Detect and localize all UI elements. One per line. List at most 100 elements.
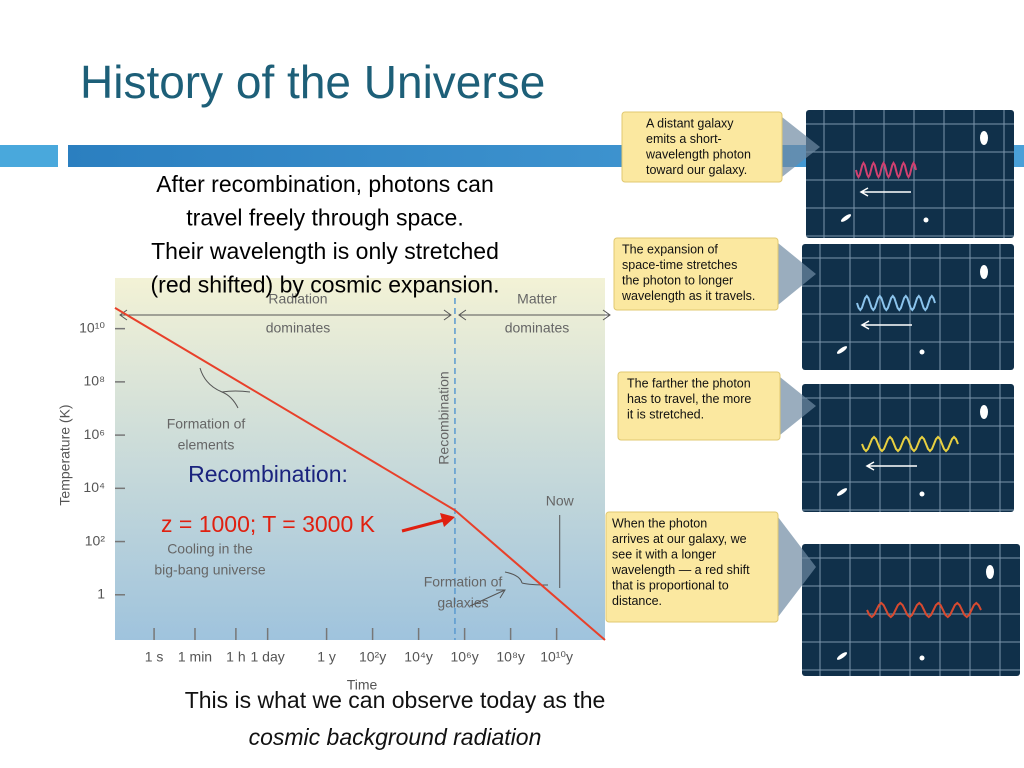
x-tick-label: 1 y xyxy=(317,649,336,665)
photon-arrow xyxy=(860,320,912,330)
marker-label: Recombination xyxy=(436,371,452,464)
era-label: dominates xyxy=(266,320,331,336)
chart: 10¹⁰ 10⁸ 10⁶ 10⁴ 10² 1 1 s 1 min 1 h 1 day 1 y 10²y… xyxy=(57,291,611,693)
era-label: Matter xyxy=(517,291,557,307)
text-box xyxy=(621,111,783,183)
text-box xyxy=(605,511,779,623)
slide-title: History of the Universe xyxy=(80,56,545,108)
galaxy xyxy=(836,346,848,354)
marker-label: Now xyxy=(546,493,575,509)
intro-text: After recombination, photons can xyxy=(156,171,494,197)
galaxy xyxy=(919,349,925,355)
x-tick-label: 10⁸y xyxy=(496,649,524,665)
annotation: Formation of xyxy=(167,416,246,432)
x-tick-label: 1 day xyxy=(251,649,285,665)
galaxy xyxy=(840,214,852,222)
panel-text: toward our galaxy. xyxy=(646,163,747,177)
panel-text: that is proportional to xyxy=(612,578,729,592)
panel-text: it is stretched. xyxy=(627,407,704,421)
panel-text: the photon to longer xyxy=(622,273,733,287)
x-tick-label: 10¹⁰y xyxy=(540,649,573,665)
brace xyxy=(504,571,549,586)
era-arrow xyxy=(119,309,452,321)
panel-text: has to travel, the more xyxy=(627,392,751,406)
recomb-arrow xyxy=(401,518,445,533)
text-box xyxy=(613,237,779,311)
galaxy xyxy=(919,655,925,661)
text-box xyxy=(617,371,781,441)
annotation-arrow xyxy=(469,589,506,607)
galaxy xyxy=(919,491,925,497)
galaxy-image xyxy=(802,384,1014,512)
photon-wave xyxy=(861,435,959,453)
annotation: galaxies xyxy=(437,595,488,611)
photon-wave xyxy=(856,294,936,312)
galaxy-image xyxy=(802,544,1020,676)
y-tick-label: 10⁴ xyxy=(83,479,105,495)
panel-text: wavelength as it travels. xyxy=(621,289,755,303)
photon-arrow xyxy=(859,187,911,197)
panel-text: A distant galaxy xyxy=(646,116,734,130)
footer-text: This is what we can observe today as the xyxy=(185,687,606,713)
box-pointer xyxy=(782,117,820,177)
x-tick-label: 1 h xyxy=(226,649,245,665)
y-tick-label: 1 xyxy=(97,585,105,601)
panel-text: wavelength photon xyxy=(645,147,751,161)
galaxy-image xyxy=(802,244,1014,370)
intro-text: travel freely through space. xyxy=(186,205,463,231)
intro-text: Their wavelength is only stretched xyxy=(151,238,499,264)
panel-text: distance. xyxy=(612,594,662,608)
x-tick-label: 1 min xyxy=(178,649,212,665)
y-axis-label: Temperature (K) xyxy=(57,404,73,505)
galaxy xyxy=(986,565,994,579)
plot-area xyxy=(115,278,605,640)
photon-wave xyxy=(866,601,982,619)
photon-wave xyxy=(855,161,917,179)
box-pointer xyxy=(778,517,816,617)
x-tick-label: 10²y xyxy=(359,649,386,665)
panel-text: The farther the photon xyxy=(627,376,751,390)
panels: A distant galaxy emits a short-wavelength… xyxy=(605,110,1020,676)
accent-bar xyxy=(0,145,58,167)
recomb-heading: Recombination: xyxy=(188,461,348,487)
recomb-arrowhead xyxy=(440,513,455,527)
galaxy xyxy=(980,265,988,279)
box-pointer xyxy=(780,377,816,435)
galaxy xyxy=(980,131,988,145)
galaxy xyxy=(836,652,848,660)
era-arrow xyxy=(458,309,611,321)
x-tick-label: 10⁴y xyxy=(404,649,433,665)
y-tick-label: 10¹⁰ xyxy=(79,319,105,335)
box-pointer xyxy=(778,243,816,305)
y-tick-label: 10⁶ xyxy=(84,426,105,442)
recomb-values: z = 1000; T = 3000 K xyxy=(161,511,376,537)
galaxy xyxy=(923,217,929,223)
annotation: Cooling in the xyxy=(167,541,253,557)
x-axis-label: Time xyxy=(347,677,378,693)
intro-text: (red shifted) by cosmic expansion. xyxy=(151,272,500,298)
x-tick-label: 1 s xyxy=(145,649,164,665)
era-label: Radiation xyxy=(268,291,327,307)
brace xyxy=(199,367,251,409)
panel-text: see it with a longer xyxy=(612,547,716,561)
era-label: dominates xyxy=(505,320,570,336)
panel-text: arrives at our galaxy, we xyxy=(612,532,747,546)
annotation: Formation of xyxy=(424,574,503,590)
temperature-line xyxy=(114,307,606,641)
photon-arrow xyxy=(865,461,917,471)
panel-text: The expansion of xyxy=(622,242,718,256)
panel-text: space-time stretches xyxy=(622,258,737,272)
panel-text: When the photon xyxy=(612,516,707,530)
overlay: After recombination, photons can travel f… xyxy=(151,171,606,750)
footer-text: cosmic background radiation xyxy=(249,724,542,750)
y-tick-label: 10⁸ xyxy=(84,373,106,389)
x-tick-label: 10⁶y xyxy=(450,649,478,665)
annotation: big-bang universe xyxy=(154,562,266,578)
galaxy xyxy=(836,488,848,496)
y-tick-label: 10² xyxy=(85,532,106,548)
annotation: elements xyxy=(178,437,235,453)
galaxy xyxy=(980,405,988,419)
panel-text: emits a short- xyxy=(646,132,722,146)
panel-text: wavelength — a red shift xyxy=(611,563,750,577)
